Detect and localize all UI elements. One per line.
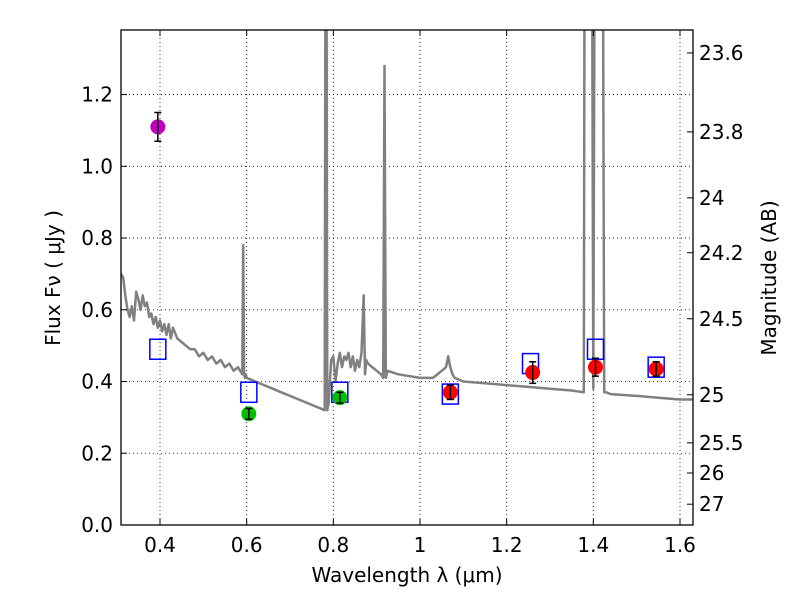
observed-points	[150, 111, 664, 422]
model-photometry-box	[240, 381, 258, 404]
x-tick-label: 0.8	[317, 533, 349, 557]
y2-tick-label: 25	[699, 383, 724, 407]
y-tick-label: 0.6	[81, 298, 113, 322]
y2-tick-label: 24.2	[699, 241, 744, 265]
x-tick-label: 1	[414, 533, 427, 557]
y-tick-label: 0.2	[81, 441, 113, 465]
y2-tick-label: 25.5	[699, 431, 744, 455]
x-tick-label: 1.6	[664, 533, 696, 557]
y-tick-label: 1.2	[81, 83, 113, 107]
x-tick-label: 1.4	[577, 533, 609, 557]
y-tick-label: 0.8	[81, 226, 113, 250]
x-axis: 0.4 0.6 0.8 1 1.2 1.4 1.6	[144, 30, 696, 557]
y2-tick-label: 23.8	[699, 120, 744, 144]
x-tick-label: 0.6	[231, 533, 263, 557]
y2-axis: 23.6 23.8 24 24.2 24.5 25 25.5 26 27	[687, 41, 744, 516]
model-photometry-box	[441, 383, 460, 405]
y2-tick-label: 24.5	[699, 307, 744, 331]
y-tick-label: 0.4	[81, 370, 113, 394]
y-axis: 0.0 0.2 0.4 0.6 0.8 1.0 1.2	[81, 83, 127, 537]
y-tick-label: 0.0	[81, 513, 113, 537]
y2-axis-label: Magnitude (AB)	[757, 200, 781, 355]
sed-model-line	[121, 30, 693, 412]
y2-tick-label: 27	[699, 492, 724, 516]
model-photometry-box	[647, 356, 665, 378]
y-tick-label: 1.0	[81, 154, 113, 178]
plot-frame	[120, 29, 694, 526]
y-axis-label: Flux Fν ( μJy )	[41, 210, 65, 346]
x-axis-label: Wavelength λ (μm)	[311, 563, 502, 587]
y2-tick-label: 26	[699, 461, 724, 485]
y2-tick-label: 23.6	[699, 41, 744, 65]
y2-tick-label: 24	[699, 186, 724, 210]
x-tick-label: 1.2	[491, 533, 523, 557]
x-tick-label: 0.4	[144, 533, 176, 557]
plot-area	[121, 30, 693, 422]
model-photometry-box	[149, 338, 167, 360]
